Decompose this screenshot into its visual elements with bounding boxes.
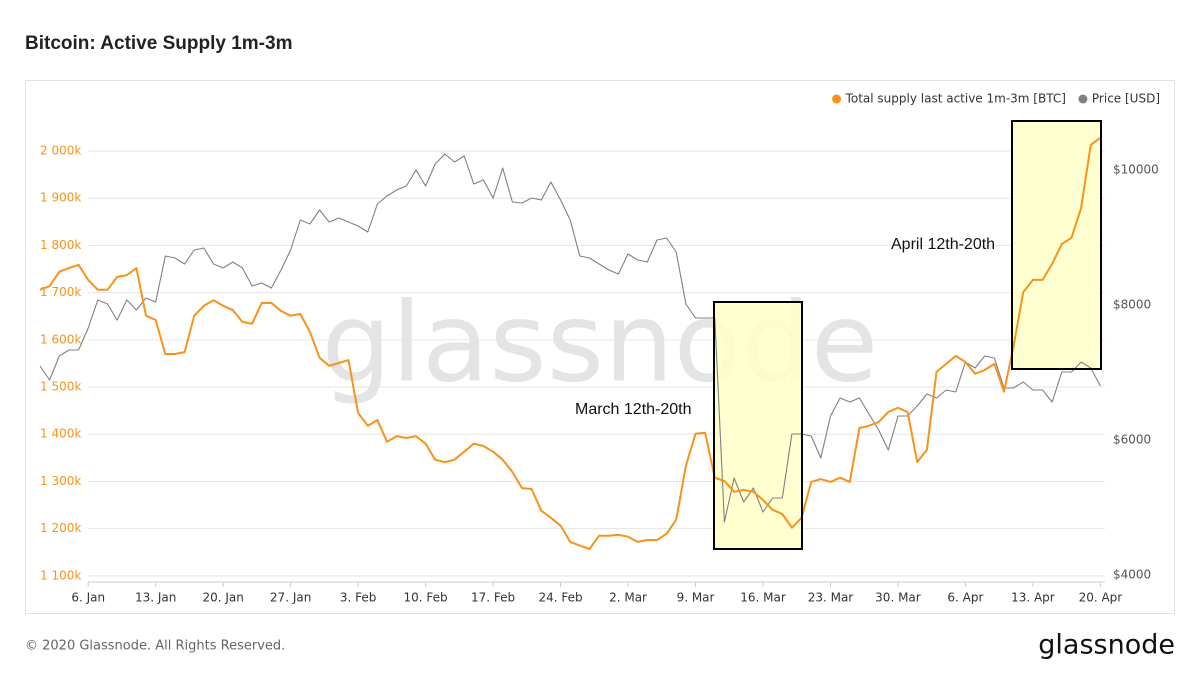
footer: © 2020 Glassnode. All Rights Reserved. bbox=[25, 639, 285, 654]
legend-label: Price [USD] bbox=[1092, 92, 1160, 106]
x-tick-label: 30. Mar bbox=[875, 591, 921, 605]
highlight-box bbox=[714, 302, 802, 549]
x-tick-label: 10. Feb bbox=[404, 591, 448, 605]
annotation: March 12th-20th bbox=[575, 401, 692, 418]
x-tick-label: 20. Jan bbox=[202, 591, 243, 605]
x-tick-label: 16. Mar bbox=[740, 591, 786, 605]
x-tick-label: 13. Apr bbox=[1011, 591, 1055, 605]
legend-label: Total supply last active 1m-3m [BTC] bbox=[845, 92, 1066, 106]
y-tick-label: 1 500k bbox=[40, 380, 81, 394]
y2-tick-label: $4000 bbox=[1113, 567, 1151, 581]
x-tick-label: 24. Feb bbox=[538, 591, 582, 605]
y-tick-label: 1 800k bbox=[40, 238, 81, 252]
y-tick-label: 1 400k bbox=[40, 427, 81, 441]
highlight-box bbox=[1012, 121, 1101, 369]
logo: glassnode bbox=[1038, 630, 1175, 661]
x-tick-label: 23. Mar bbox=[808, 591, 854, 605]
chart-frame bbox=[25, 80, 1175, 614]
x-tick-label: 6. Jan bbox=[71, 591, 105, 605]
y-tick-label: 1 200k bbox=[40, 521, 81, 535]
x-tick-label: 20. Apr bbox=[1079, 591, 1123, 605]
legend-marker bbox=[1078, 94, 1088, 104]
highlight-border bbox=[713, 301, 803, 550]
legend-marker bbox=[832, 94, 842, 104]
y-tick-label: 1 900k bbox=[40, 191, 81, 205]
series-line bbox=[39, 136, 1101, 550]
x-tick-label: 6. Apr bbox=[947, 591, 983, 605]
y-tick-label: 1 300k bbox=[40, 474, 81, 488]
series-line bbox=[39, 153, 1101, 523]
y-tick-label: 1 100k bbox=[40, 568, 81, 582]
y-tick-label: 1 700k bbox=[40, 285, 81, 299]
y2-tick-label: $6000 bbox=[1113, 432, 1151, 446]
x-tick-label: 2. Mar bbox=[609, 591, 647, 605]
x-tick-label: 3. Feb bbox=[340, 591, 377, 605]
x-tick-label: 17. Feb bbox=[471, 591, 515, 605]
y2-tick-label: $10000 bbox=[1113, 162, 1159, 176]
y-tick-label: 1 600k bbox=[40, 332, 81, 346]
highlight-border bbox=[1011, 120, 1102, 370]
y-tick-label: 2 000k bbox=[40, 143, 81, 157]
annotation: April 12th-20th bbox=[891, 236, 995, 253]
x-tick-label: 13. Jan bbox=[135, 591, 176, 605]
chart-title: Bitcoin: Active Supply 1m-3m bbox=[25, 33, 292, 54]
x-tick-label: 27. Jan bbox=[270, 591, 311, 605]
y2-tick-label: $8000 bbox=[1113, 297, 1151, 311]
x-tick-label: 9. Mar bbox=[677, 591, 715, 605]
